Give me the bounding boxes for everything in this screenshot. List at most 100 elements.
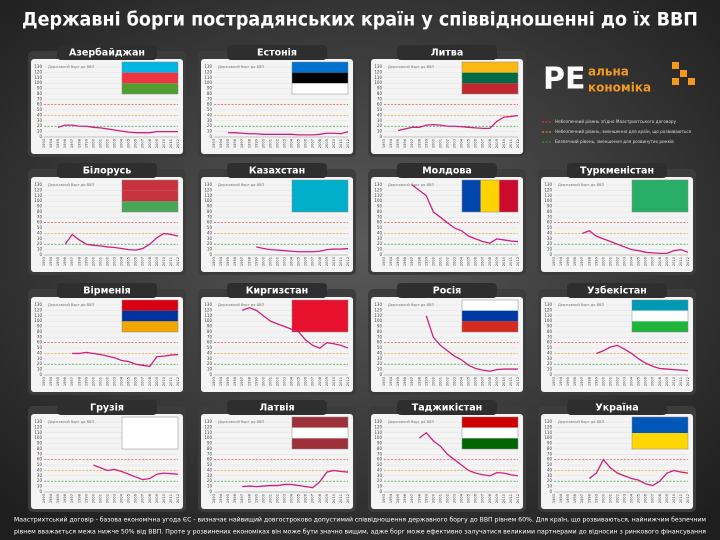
chart-title: Латвія: [259, 403, 294, 414]
x-tick-label: 2003: [113, 377, 117, 386]
x-tick-label: 2005: [127, 494, 131, 503]
x-tick-label: 2012: [516, 377, 520, 386]
x-tick-label: 1993: [382, 377, 386, 386]
y-tick-label: 0: [549, 252, 552, 257]
x-tick-label: 2000: [91, 256, 95, 266]
x-tick-label: 1999: [84, 493, 88, 503]
x-tick-label: 2001: [98, 377, 102, 386]
y-tick-label: 120: [544, 187, 552, 192]
x-tick-label: 1993: [42, 257, 46, 266]
x-tick-label: 2011: [509, 494, 513, 503]
x-tick-label: 2000: [601, 376, 605, 386]
x-tick-label: 2010: [502, 493, 506, 503]
y-tick-label: 110: [34, 430, 42, 435]
x-tick-label: 2000: [431, 493, 435, 503]
x-tick-label: 2006: [134, 138, 138, 148]
flag-stripe: [480, 180, 500, 212]
y-tick-label: 20: [37, 241, 43, 246]
logo-big: PE: [543, 62, 585, 97]
y-tick-label: 0: [379, 372, 382, 377]
data-line: [72, 351, 179, 368]
x-tick-label: 1993: [552, 257, 556, 266]
x-tick-label: 2007: [481, 257, 485, 266]
x-tick-label: 2012: [346, 139, 350, 148]
y-tick-label: 120: [204, 307, 212, 312]
data-line: [397, 114, 519, 132]
x-tick-label: 2005: [127, 257, 131, 266]
y-tick-label: 70: [377, 334, 383, 339]
x-tick-label: 1995: [566, 494, 570, 503]
x-tick-label: 2008: [318, 376, 322, 386]
x-tick-label: 2005: [127, 139, 131, 148]
x-tick-label: 1994: [389, 138, 393, 148]
x-tick-label: 2001: [268, 257, 272, 266]
y-tick-label: 40: [207, 467, 213, 472]
x-tick-label: 2001: [608, 257, 612, 266]
y-tick-label: 110: [204, 193, 212, 198]
y-tick-label: 70: [377, 214, 383, 219]
y-tick-label: 130: [204, 302, 212, 307]
x-tick-label: 2007: [481, 139, 485, 148]
panel-tab: [57, 400, 157, 415]
panel-tab: [57, 283, 157, 298]
y-tick-label: 10: [547, 247, 553, 252]
x-tick-label: 2009: [665, 376, 669, 386]
x-tick-label: 2009: [325, 493, 329, 503]
x-tick-label: 2003: [113, 257, 117, 266]
y-tick-label: 120: [374, 307, 382, 312]
panel-tab: [227, 283, 327, 298]
x-tick-label: 2001: [98, 139, 102, 148]
x-tick-label: 2012: [346, 377, 350, 386]
y-tick-label: 20: [207, 478, 213, 483]
y-tick-label: 100: [204, 198, 212, 203]
panel-tab: [397, 400, 497, 415]
y-tick-label: 130: [34, 302, 42, 307]
chart-title: Вірменія: [83, 286, 130, 297]
x-tick-label: 1997: [410, 377, 414, 386]
y-tick-label: 10: [207, 367, 213, 372]
y-tick-label: 110: [34, 75, 42, 80]
flag-stripe: [462, 300, 518, 311]
logo-icon: [672, 62, 679, 69]
x-tick-label: 2002: [275, 139, 279, 148]
x-tick-label: 2006: [304, 493, 308, 503]
x-tick-label: 2009: [495, 256, 499, 266]
flag-stripe: [122, 190, 178, 202]
x-tick-label: 1993: [552, 377, 556, 386]
x-tick-label: 1995: [396, 257, 400, 266]
x-tick-label: 2010: [162, 493, 166, 503]
chart-title: Україна: [595, 403, 638, 414]
y-tick-label: 10: [37, 129, 43, 134]
y-tick-label: 50: [547, 225, 553, 230]
x-tick-label: 2002: [275, 377, 279, 386]
y-tick-label: 70: [37, 214, 43, 219]
legend-label: Небезпечний рівень згідно Маастрихтськог…: [555, 119, 677, 124]
y-tick-label: 100: [34, 435, 42, 440]
y-tick-label: 0: [549, 489, 552, 494]
x-tick-label: 2003: [623, 377, 627, 386]
flag-border: [631, 299, 689, 333]
chart-title: Казахстан: [249, 166, 305, 177]
x-tick-label: 2006: [134, 376, 138, 386]
x-tick-label: 2000: [91, 493, 95, 503]
x-tick-label: 1994: [219, 376, 223, 386]
x-tick-label: 2010: [332, 138, 336, 148]
x-tick-label: 1995: [56, 139, 60, 148]
y-tick-label: 90: [207, 86, 213, 91]
flag-border: [631, 179, 689, 213]
x-tick-label: 2003: [283, 377, 287, 386]
y-tick-label: 10: [207, 484, 213, 489]
x-tick-label: 2008: [488, 493, 492, 503]
y-tick-label: 110: [204, 313, 212, 318]
y-tick-label: 0: [209, 489, 212, 494]
x-tick-label: 2007: [651, 494, 655, 503]
y-tick-label: 60: [547, 340, 553, 345]
x-tick-label: 1994: [49, 138, 53, 148]
x-tick-label: 1993: [212, 257, 216, 266]
y-tick-label: 130: [544, 419, 552, 424]
y-tick-label: 90: [377, 204, 383, 209]
x-tick-label: 2012: [516, 257, 520, 266]
